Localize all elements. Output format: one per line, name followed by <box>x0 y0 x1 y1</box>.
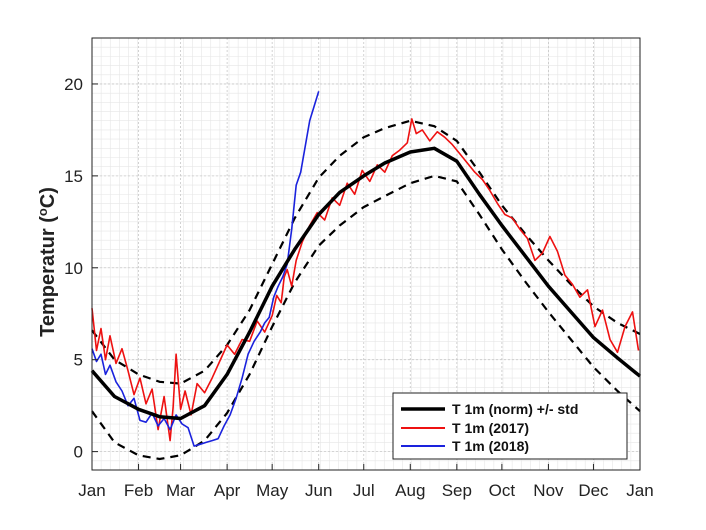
x-tick-label: Feb <box>124 481 153 500</box>
x-tick-label: Oct <box>489 481 516 500</box>
x-tick-label: Aug <box>395 481 425 500</box>
legend-box <box>392 392 628 460</box>
x-tick-label: Mar <box>166 481 196 500</box>
series-2017-line <box>91 118 640 442</box>
y-axis-label-main: Temperatur ( <box>37 216 59 337</box>
x-tick-label: Apr <box>214 481 241 500</box>
y-tick-label: 0 <box>74 443 83 462</box>
legend-label-norm: T 1m (norm) +/- std <box>452 401 578 417</box>
x-tick-label: Nov <box>533 481 564 500</box>
norm-upper-std-line <box>91 119 641 385</box>
y-tick-label: 20 <box>64 75 83 94</box>
y-tick-label: 10 <box>64 259 83 278</box>
x-tick-label: May <box>256 481 289 500</box>
y-axis-label-superscript: o <box>35 208 50 216</box>
norm-mean-line <box>90 146 642 421</box>
legend-label-2017: T 1m (2017) <box>452 420 529 436</box>
y-tick-label: 5 <box>74 351 83 370</box>
legend: T 1m (norm) +/- std T 1m (2017) T 1m (20… <box>392 392 628 460</box>
series-layer <box>90 91 642 461</box>
axes-frame <box>91 37 641 471</box>
x-tick-label: Jan <box>626 481 653 500</box>
legend-label-2018: T 1m (2018) <box>452 438 529 454</box>
ticks: 0 5 10 15 20 Jan Feb Mar Apr May Jun Jul Aug Sep Oct No… <box>64 75 654 500</box>
y-axis-label: Temperatur (oC) <box>35 187 60 337</box>
norm-lower-std-line <box>91 174 641 461</box>
x-tick-label: Jan <box>78 481 105 500</box>
x-tick-label: Sep <box>442 481 472 500</box>
y-axis-label-unit: C) <box>37 187 59 208</box>
x-tick-label: Dec <box>578 481 609 500</box>
y-tick-label: 15 <box>64 167 83 186</box>
x-tick-label: Jul <box>353 481 375 500</box>
x-tick-label: Jun <box>305 481 332 500</box>
